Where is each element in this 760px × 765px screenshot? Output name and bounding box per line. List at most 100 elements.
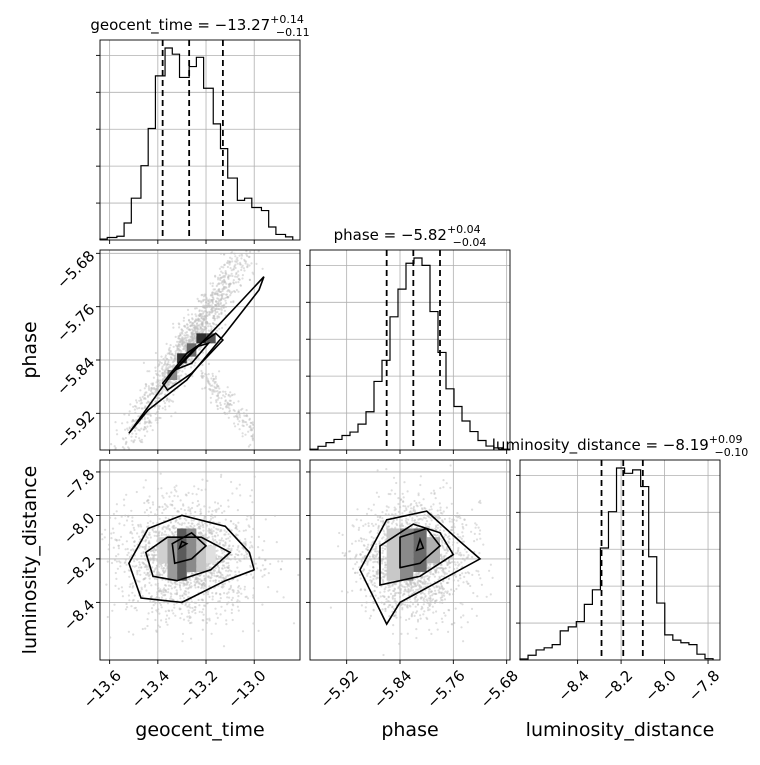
scatter-point — [417, 620, 419, 622]
scatter-point — [479, 577, 481, 579]
scatter-point — [195, 586, 197, 588]
scatter-point — [187, 326, 189, 328]
scatter-point — [432, 612, 434, 614]
scatter-point — [216, 550, 218, 552]
scatter-point — [381, 517, 383, 519]
scatter-point — [193, 525, 195, 527]
scatter-point — [438, 535, 440, 537]
scatter-point — [166, 492, 168, 494]
scatter-point — [204, 577, 206, 579]
scatter-point — [243, 530, 245, 532]
scatter-point — [475, 527, 477, 529]
scatter-point — [174, 615, 176, 617]
scatter-point — [191, 611, 193, 613]
scatter-point — [414, 578, 416, 580]
scatter-point — [156, 514, 158, 516]
scatter-point — [181, 522, 183, 524]
scatter-point — [243, 555, 245, 557]
scatter-point — [201, 580, 203, 582]
scatter-point — [234, 571, 236, 573]
scatter-point — [381, 562, 383, 564]
scatter-point — [369, 576, 371, 578]
scatter-point — [431, 594, 433, 596]
scatter-point — [239, 284, 241, 286]
scatter-point — [476, 595, 478, 597]
scatter-point — [144, 584, 146, 586]
histogram-frame — [310, 250, 510, 450]
scatter-point — [382, 550, 384, 552]
scatter-point — [208, 373, 210, 375]
scatter-point — [189, 358, 191, 360]
scatter-point — [262, 268, 264, 270]
scatter-point — [188, 492, 190, 494]
scatter-point — [116, 429, 118, 431]
scatter-point — [380, 595, 382, 597]
scatter-point — [392, 624, 394, 626]
scatter-point — [479, 538, 481, 540]
scatter-point — [228, 597, 230, 599]
scatter-point — [130, 549, 132, 551]
scatter-point — [164, 530, 166, 532]
scatter-point — [247, 263, 249, 265]
scatter-point — [245, 551, 247, 553]
scatter-point — [123, 447, 125, 449]
scatter-point — [407, 505, 409, 507]
scatter-point — [122, 543, 124, 545]
scatter-point — [189, 510, 191, 512]
scatter-point — [462, 640, 464, 642]
scatter-point — [195, 340, 197, 342]
scatter-point — [385, 513, 387, 515]
scatter-point — [356, 508, 358, 510]
scatter-point — [137, 600, 139, 602]
scatter-point — [242, 435, 244, 437]
scatter-point — [226, 412, 228, 414]
scatter-point — [173, 359, 175, 361]
scatter-point — [207, 300, 209, 302]
scatter-point — [136, 491, 138, 493]
scatter-point — [217, 600, 219, 602]
scatter-point — [430, 591, 432, 593]
scatter-point — [202, 328, 204, 330]
scatter-point — [361, 540, 363, 542]
scatter-point — [457, 547, 459, 549]
scatter-point — [147, 413, 149, 415]
scatter-point — [230, 570, 232, 572]
scatter-point — [206, 618, 208, 620]
scatter-point — [375, 556, 377, 558]
scatter-point — [242, 274, 244, 276]
scatter-point — [394, 513, 396, 515]
scatter-point — [430, 573, 432, 575]
scatter-point — [221, 297, 223, 299]
scatter-point — [201, 325, 203, 327]
scatter-point — [261, 229, 263, 231]
scatter-point — [195, 576, 197, 578]
scatter-point — [428, 590, 430, 592]
scatter-point — [123, 413, 125, 415]
scatter-point — [132, 406, 134, 408]
scatter-point — [198, 578, 200, 580]
scatter-point — [460, 616, 462, 618]
scatter-point — [208, 618, 210, 620]
scatter-point — [134, 453, 136, 455]
scatter-point — [444, 591, 446, 593]
scatter-point — [372, 570, 374, 572]
scatter-point — [212, 315, 214, 317]
scatter-point — [234, 425, 236, 427]
scatter-point — [373, 590, 375, 592]
scatter-point — [214, 535, 216, 537]
scatter-point — [211, 592, 213, 594]
scatter-point — [158, 405, 160, 407]
scatter-point — [475, 570, 477, 572]
scatter-point — [214, 291, 216, 293]
scatter-point — [191, 324, 193, 326]
scatter-point — [227, 570, 229, 572]
scatter-point — [231, 258, 233, 260]
scatter-point — [237, 291, 239, 293]
scatter-point — [128, 576, 130, 578]
scatter-point — [229, 391, 231, 393]
scatter-point — [231, 273, 233, 275]
scatter-point — [138, 536, 140, 538]
scatter-point — [173, 525, 175, 527]
scatter-point — [180, 508, 182, 510]
scatter-point — [237, 509, 239, 511]
